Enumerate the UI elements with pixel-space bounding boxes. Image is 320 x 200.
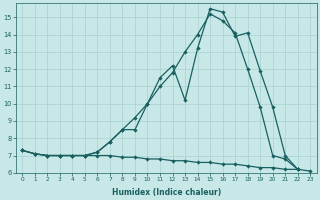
X-axis label: Humidex (Indice chaleur): Humidex (Indice chaleur) [112, 188, 221, 197]
